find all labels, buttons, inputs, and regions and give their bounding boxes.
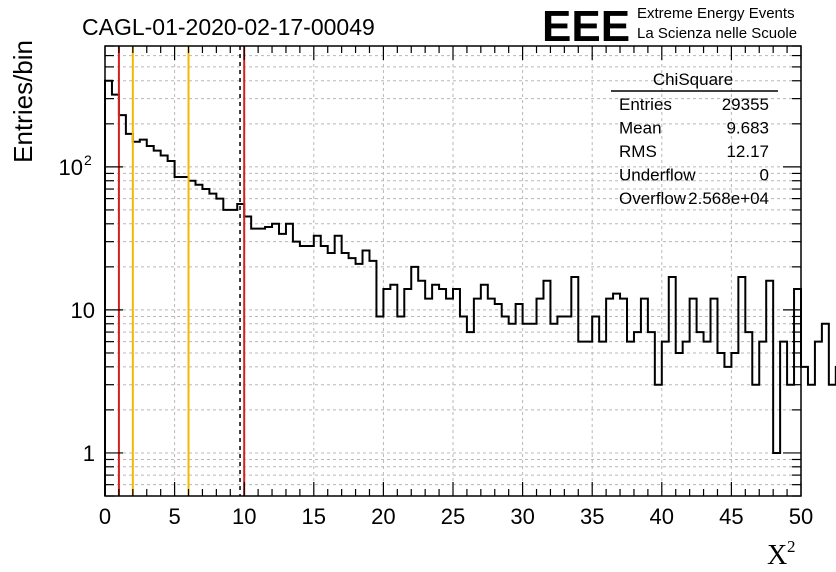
stats-title: ChiSquare (653, 70, 733, 89)
y-axis-label: Entries/bin (8, 40, 38, 163)
x-tick-label: 0 (99, 504, 111, 529)
x-tick-label: 5 (168, 504, 180, 529)
stats-label: Mean (619, 119, 662, 138)
x-tick-label: 25 (441, 504, 465, 529)
x-tick-label: 35 (580, 504, 604, 529)
histogram-outline (104, 79, 836, 496)
x-tick-label: 30 (510, 504, 534, 529)
marker-lines (117, 46, 246, 496)
eee-logo-line2: La Scienza nelle Scuole (637, 25, 797, 42)
stats-value: 9.683 (726, 119, 769, 138)
stats-value: 0 (760, 166, 769, 185)
x-tick-label: 50 (789, 504, 813, 529)
stats-label: Overflow (619, 189, 687, 208)
y-tick-label-exponent: 2 (84, 152, 92, 168)
x-axis-label-superscript: 2 (787, 537, 796, 556)
y-tick-label: 10 (71, 298, 95, 323)
stats-value: 2.568e+04 (688, 189, 769, 208)
x-tick-label: 45 (719, 504, 743, 529)
x-tick-label: 15 (302, 504, 326, 529)
y-tick-label: 1 (83, 441, 95, 466)
x-tick-label: 10 (232, 504, 256, 529)
stats-value: 12.17 (726, 142, 769, 161)
x-axis-label-text: X (767, 540, 787, 571)
stats-label: RMS (619, 142, 657, 161)
x-tick-label: 40 (650, 504, 674, 529)
histogram-bins (104, 79, 836, 496)
chart-title: CAGL-01-2020-02-17-00049 (82, 14, 375, 40)
stats-label: Entries (619, 95, 672, 114)
eee-logo-mark: EEE (542, 2, 630, 51)
stats-label: Underflow (619, 166, 696, 185)
stats-box: ChiSquare Entries 29355 Mean 9.683 RMS 12.17 U… (611, 70, 778, 208)
y-tick-label: 10 (59, 155, 83, 180)
stats-value: 29355 (722, 95, 769, 114)
eee-logo-line1: Extreme Energy Events (637, 5, 795, 22)
x-tick-label: 20 (371, 504, 395, 529)
eee-logo: EEE Extreme Energy Events La Scienza nel… (542, 2, 797, 51)
x-axis-label: X 2 (767, 537, 796, 571)
